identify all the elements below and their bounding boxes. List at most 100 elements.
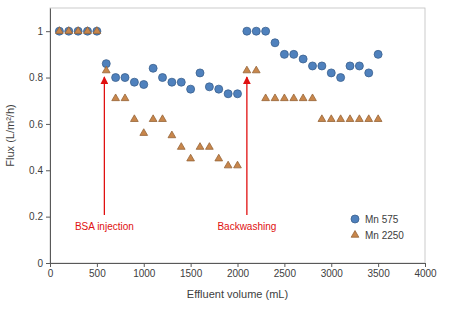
point-group (130, 78, 138, 86)
annotation-text: BSA injection (75, 221, 134, 232)
point-group (252, 66, 260, 73)
point-group (299, 55, 307, 63)
point-group (93, 27, 101, 34)
tick: 0.4 (29, 165, 50, 176)
tick-mark (425, 263, 426, 267)
point (56, 27, 64, 34)
tick: 3000 (321, 263, 344, 279)
tick-label: 0.2 (29, 211, 43, 222)
annotation-text: Backwashing (217, 221, 276, 232)
x-axis-title: Effluent volume (mL) (187, 288, 288, 300)
point (281, 94, 289, 101)
tick-label: 0.8 (29, 72, 43, 83)
point (140, 129, 148, 136)
tick: 1500 (180, 263, 203, 279)
point-group (93, 27, 101, 35)
legend-marker (351, 215, 359, 223)
point (206, 143, 214, 150)
point (121, 94, 129, 101)
point (356, 115, 364, 122)
point (177, 143, 185, 150)
point (84, 27, 92, 35)
point-group (149, 64, 157, 72)
point (196, 69, 204, 77)
legend-marker-group (351, 231, 359, 238)
point (74, 27, 82, 35)
tick: 1 (37, 26, 50, 37)
tick-mark (46, 170, 50, 171)
tick-mark (46, 124, 50, 125)
legend-marker (351, 231, 359, 238)
tick-mark (46, 263, 50, 264)
point-group (177, 78, 185, 86)
point (224, 90, 232, 98)
point (280, 50, 288, 58)
plot-frame (50, 8, 425, 263)
tick-label: 3500 (368, 268, 391, 279)
point-group (243, 27, 251, 35)
point-group (140, 129, 148, 136)
tick: 3500 (368, 263, 391, 279)
tick: 2500 (274, 263, 297, 279)
point-group (346, 115, 354, 122)
point (215, 154, 223, 161)
point (159, 74, 167, 82)
point-group (234, 90, 242, 98)
tick-label: 3000 (321, 268, 344, 279)
point (93, 27, 101, 34)
point-group (262, 94, 270, 101)
tick: 500 (89, 263, 106, 279)
point (318, 62, 326, 70)
tick-mark (191, 263, 192, 267)
point (290, 50, 298, 58)
point-group (299, 94, 307, 101)
point-group (374, 115, 382, 122)
point-group (215, 85, 223, 93)
point (309, 62, 317, 70)
chart: 0500100015002000250030003500400000.20.40… (0, 0, 452, 312)
point-group (346, 62, 354, 70)
point (252, 27, 260, 35)
point-group (318, 115, 326, 122)
point (309, 94, 317, 101)
point-group (318, 62, 326, 70)
point (346, 115, 354, 122)
point-group (74, 27, 82, 34)
tick-label: 0 (37, 258, 43, 269)
tick-label: 1000 (133, 268, 156, 279)
point (55, 27, 63, 35)
point (271, 94, 279, 101)
point (187, 85, 195, 93)
point (93, 27, 101, 35)
point (159, 115, 167, 122)
point (112, 74, 120, 82)
point (74, 27, 82, 34)
point-group (56, 27, 64, 34)
tick: 1000 (133, 263, 156, 279)
annotation-arrow (246, 77, 247, 215)
point (102, 66, 110, 73)
point-group (159, 115, 167, 122)
point-group (215, 154, 223, 161)
point (252, 66, 260, 73)
tick-label: 1500 (180, 268, 203, 279)
legend-marker-group (351, 215, 359, 223)
tick: 0.8 (29, 72, 50, 83)
point (205, 83, 213, 91)
point (168, 131, 176, 138)
tick-mark (46, 78, 50, 79)
point-group (365, 115, 373, 122)
point-group (290, 94, 298, 101)
legend-item: Mn 575 (351, 214, 399, 225)
point-group (84, 27, 92, 34)
point-group (290, 50, 298, 58)
tick-label: 0.6 (29, 119, 43, 130)
point-group (374, 50, 382, 58)
point-group (309, 94, 317, 101)
tick-mark (144, 263, 145, 267)
point (346, 62, 354, 70)
point (215, 85, 223, 93)
annotations: BSA injection Backwashing (75, 77, 276, 232)
point (65, 27, 73, 35)
point (187, 154, 195, 161)
